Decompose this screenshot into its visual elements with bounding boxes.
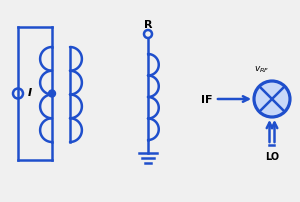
Text: IF: IF xyxy=(200,95,212,104)
Text: I: I xyxy=(28,87,32,97)
Circle shape xyxy=(49,90,56,98)
Text: $v_{RF}$: $v_{RF}$ xyxy=(254,64,269,75)
Circle shape xyxy=(254,82,290,117)
Text: R: R xyxy=(144,20,152,30)
Text: LO: LO xyxy=(265,151,279,161)
